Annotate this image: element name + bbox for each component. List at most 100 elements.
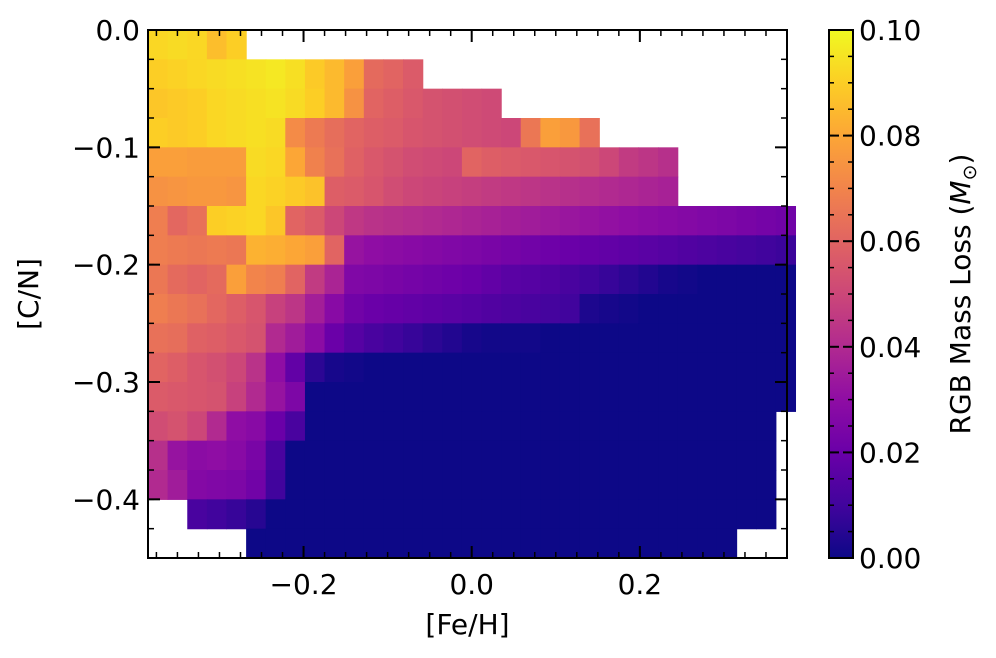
heatmap-cell: [363, 264, 385, 295]
heatmap-cell: [658, 499, 679, 530]
heatmap-cell: [697, 264, 718, 295]
heatmap-cell: [775, 264, 797, 295]
heatmap-cell: [167, 323, 188, 354]
heatmap-cell: [265, 323, 286, 354]
heatmap-cell: [363, 118, 385, 148]
heatmap-cell: [363, 352, 385, 383]
heatmap-cell: [265, 411, 286, 442]
heatmap-cell: [756, 499, 777, 530]
heatmap-cell: [363, 440, 385, 471]
heatmap-cell: [403, 59, 424, 90]
heatmap-cell: [403, 88, 424, 119]
heatmap-cell: [658, 528, 679, 559]
heatmap-cell: [461, 411, 483, 442]
heatmap-cell: [304, 294, 326, 324]
heatmap-cell: [246, 206, 267, 236]
heatmap-cell: [206, 147, 228, 178]
heatmap-cell: [187, 30, 208, 60]
heatmap-cell: [206, 294, 228, 324]
heatmap-cell: [304, 118, 326, 148]
heatmap-cell: [481, 118, 502, 148]
heatmap-cell: [226, 206, 247, 236]
heatmap-cell: [383, 264, 404, 295]
heatmap-cell: [442, 382, 463, 412]
heatmap-cell: [167, 470, 188, 500]
heatmap-cell: [638, 235, 659, 266]
heatmap-cell: [403, 470, 424, 500]
heatmap-cell: [579, 118, 600, 148]
heatmap-cell: [599, 235, 620, 266]
heatmap-cell: [618, 264, 640, 295]
heatmap-cell: [226, 294, 247, 324]
heatmap-cell: [658, 470, 679, 500]
heatmap-cell: [383, 118, 404, 148]
heatmap-cell: [422, 440, 443, 471]
heatmap-cell: [265, 470, 286, 500]
heatmap-cell: [736, 470, 757, 500]
heatmap-cell: [599, 382, 620, 412]
heatmap-cell: [559, 264, 581, 295]
heatmap-cell: [206, 382, 228, 412]
heatmap-cell: [403, 440, 424, 471]
heatmap-cell: [442, 294, 463, 324]
heatmap-cell: [579, 176, 600, 207]
heatmap-cell: [442, 206, 463, 236]
heatmap-cell: [638, 176, 659, 207]
heatmap-cell: [363, 528, 385, 559]
heatmap-cell: [618, 176, 640, 207]
heatmap-cell: [579, 470, 600, 500]
colorbar-tick-label: 0.02: [859, 436, 921, 469]
heatmap-cell: [716, 352, 738, 383]
heatmap-cell: [579, 294, 600, 324]
heatmap-cell: [422, 323, 443, 354]
heatmap-cell: [304, 147, 326, 178]
heatmap-cell: [481, 499, 502, 530]
heatmap-cell: [324, 176, 345, 207]
heatmap-cell: [265, 499, 286, 530]
heatmap-cell: [559, 118, 581, 148]
heatmap-cell: [540, 323, 561, 354]
heatmap-cell: [344, 118, 365, 148]
heatmap-cell: [403, 499, 424, 530]
heatmap-cell: [756, 323, 777, 354]
heatmap-cell: [442, 352, 463, 383]
heatmap-cell: [559, 411, 581, 442]
heatmap-cell: [775, 235, 797, 266]
heatmap-cell: [756, 382, 777, 412]
heatmap-cell: [461, 294, 483, 324]
heatmap-cell: [579, 352, 600, 383]
heatmap-cell: [265, 264, 286, 295]
heatmap-cell: [226, 30, 247, 60]
heatmap-cell: [756, 264, 777, 295]
heatmap-cell: [481, 528, 502, 559]
heatmap-cell: [442, 323, 463, 354]
heatmap-cell: [481, 294, 502, 324]
heatmap-cell: [285, 59, 306, 90]
heatmap-cell: [383, 528, 404, 559]
heatmap-cell: [246, 499, 267, 530]
heatmap-cell: [324, 206, 345, 236]
colorbar-tick-label: 0.06: [859, 225, 921, 258]
heatmap-cell: [716, 382, 738, 412]
heatmap-cell: [481, 206, 502, 236]
heatmap-cell: [167, 382, 188, 412]
heatmap-cell: [501, 323, 522, 354]
heatmap-cell: [540, 235, 561, 266]
heatmap-cell: [422, 411, 443, 442]
heatmap-cell: [442, 176, 463, 207]
colorbar-tick-label: 0.04: [859, 331, 921, 364]
heatmap-cell: [344, 382, 365, 412]
heatmap-cell: [599, 440, 620, 471]
heatmap-cell: [461, 118, 483, 148]
heatmap-cell: [285, 264, 306, 295]
heatmap-cell: [265, 352, 286, 383]
heatmap-cell: [618, 294, 640, 324]
heatmap-cell: [206, 235, 228, 266]
heatmap-cell: [344, 411, 365, 442]
heatmap-cell: [148, 294, 169, 324]
heatmap-cell: [226, 382, 247, 412]
heatmap-cell: [599, 470, 620, 500]
heatmap-cell: [422, 147, 443, 178]
heatmap-cell: [246, 294, 267, 324]
heatmap-cell: [658, 176, 679, 207]
